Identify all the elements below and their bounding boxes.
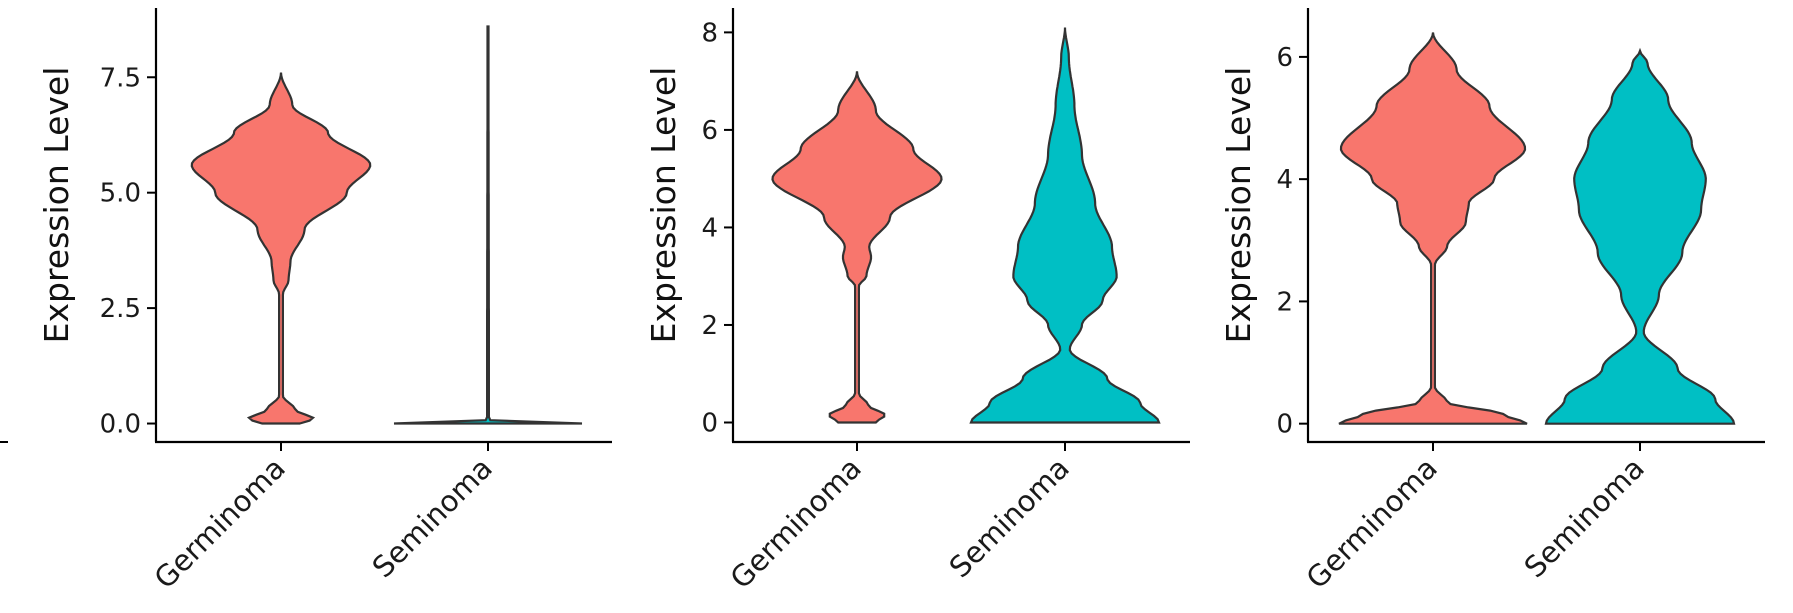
y-tick-label: 2	[1276, 287, 1293, 317]
x-category-label: Germinoma	[724, 451, 868, 595]
y-tick-label: 2.5	[100, 294, 141, 324]
violin-germinoma	[190, 72, 372, 425]
y-tick-label: 2	[701, 311, 718, 341]
y-axis-title: Expression Level	[644, 67, 683, 344]
violin-seminoma	[969, 27, 1161, 424]
y-tick-label: 7.5	[100, 63, 141, 93]
violin-panel-1: 0.0 2.5 5.0 7.5 Germinoma Seminoma Expression …	[37, 8, 612, 595]
x-category-label: Seminoma	[366, 451, 499, 584]
y-tick-label: 0	[701, 408, 718, 438]
violin-seminoma	[1544, 47, 1736, 425]
y-axis-title: Expression Level	[37, 67, 76, 344]
violin-panel-3: 0 2 4 6 Germinoma Seminoma Expression Level	[1219, 8, 1765, 595]
y-tick-label: 5.0	[100, 179, 141, 209]
y-tick-label: 4	[1276, 165, 1293, 195]
violin-panel-2: 0 2 4 6 8 Germinoma Seminoma Expression Level	[644, 8, 1190, 595]
y-tick-label: 0	[1276, 410, 1293, 440]
x-category-label: Germinoma	[148, 451, 292, 595]
x-category-label: Seminoma	[1518, 451, 1651, 584]
y-axis-title: Expression Level	[1219, 67, 1258, 344]
y-tick-label: 6	[1276, 43, 1293, 73]
x-category-label: Seminoma	[943, 451, 1076, 584]
x-category-label: Germinoma	[1300, 451, 1444, 595]
violin-seminoma	[393, 25, 583, 425]
y-tick-label: 8	[701, 18, 718, 48]
violin-germinoma	[771, 71, 943, 424]
y-tick-label: 6	[701, 116, 718, 146]
violin-germinoma	[1338, 32, 1528, 425]
y-tick-label: 4	[701, 213, 718, 243]
y-tick-label: 0.0	[100, 410, 141, 440]
